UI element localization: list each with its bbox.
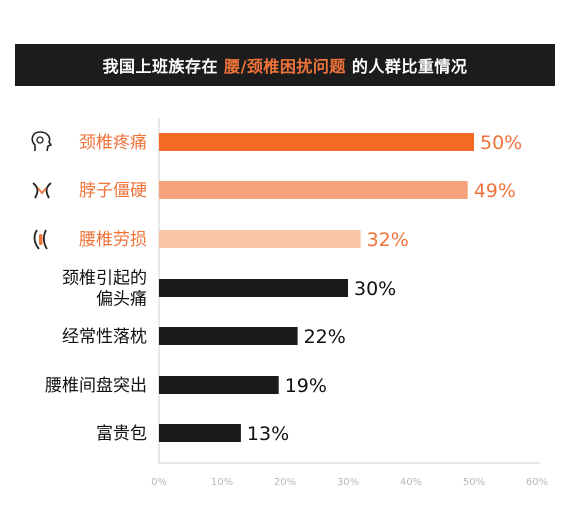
title-highlight: 腰/颈椎困扰问题 <box>224 57 346 76</box>
category-label: 腰椎劳损 <box>79 230 147 250</box>
category-label: 脖子僵硬 <box>79 181 147 201</box>
value-label: 19% <box>285 375 327 397</box>
value-label: 13% <box>247 423 289 445</box>
x-tick-label: 60% <box>526 477 548 488</box>
category-label: 颈椎疼痛 <box>79 133 147 153</box>
category-label: 经常性落枕 <box>62 327 147 347</box>
value-label: 30% <box>354 278 396 300</box>
bar <box>159 376 279 394</box>
category-label: 颈椎引起的 <box>62 269 147 289</box>
bar <box>159 327 298 345</box>
bar <box>159 230 361 248</box>
chart-title-bar: 我国上班族存在 腰/颈椎困扰问题 的人群比重情况 <box>15 44 555 86</box>
bar <box>159 424 241 442</box>
value-label: 49% <box>474 180 516 202</box>
title-suffix: 的人群比重情况 <box>351 57 468 76</box>
bar <box>159 181 468 199</box>
back-icon <box>33 229 48 250</box>
value-label: 22% <box>304 326 346 348</box>
value-label: 32% <box>367 229 409 251</box>
x-tick-label: 30% <box>337 477 359 488</box>
category-label: 腰椎间盘突出 <box>45 376 147 396</box>
x-tick-label: 20% <box>274 477 296 488</box>
bar <box>159 133 474 151</box>
category-label: 富贵包 <box>96 424 147 444</box>
head-pain-icon <box>31 131 52 152</box>
x-tick-label: 50% <box>463 477 485 488</box>
x-tick-label: 10% <box>211 477 233 488</box>
category-label: 偏头痛 <box>96 290 147 310</box>
x-tick-label: 40% <box>400 477 422 488</box>
bar <box>159 279 348 297</box>
title-prefix: 我国上班族存在 <box>102 57 219 76</box>
value-label: 50% <box>480 132 522 154</box>
x-tick-label: 0% <box>151 477 167 488</box>
neck-icon <box>32 182 52 199</box>
